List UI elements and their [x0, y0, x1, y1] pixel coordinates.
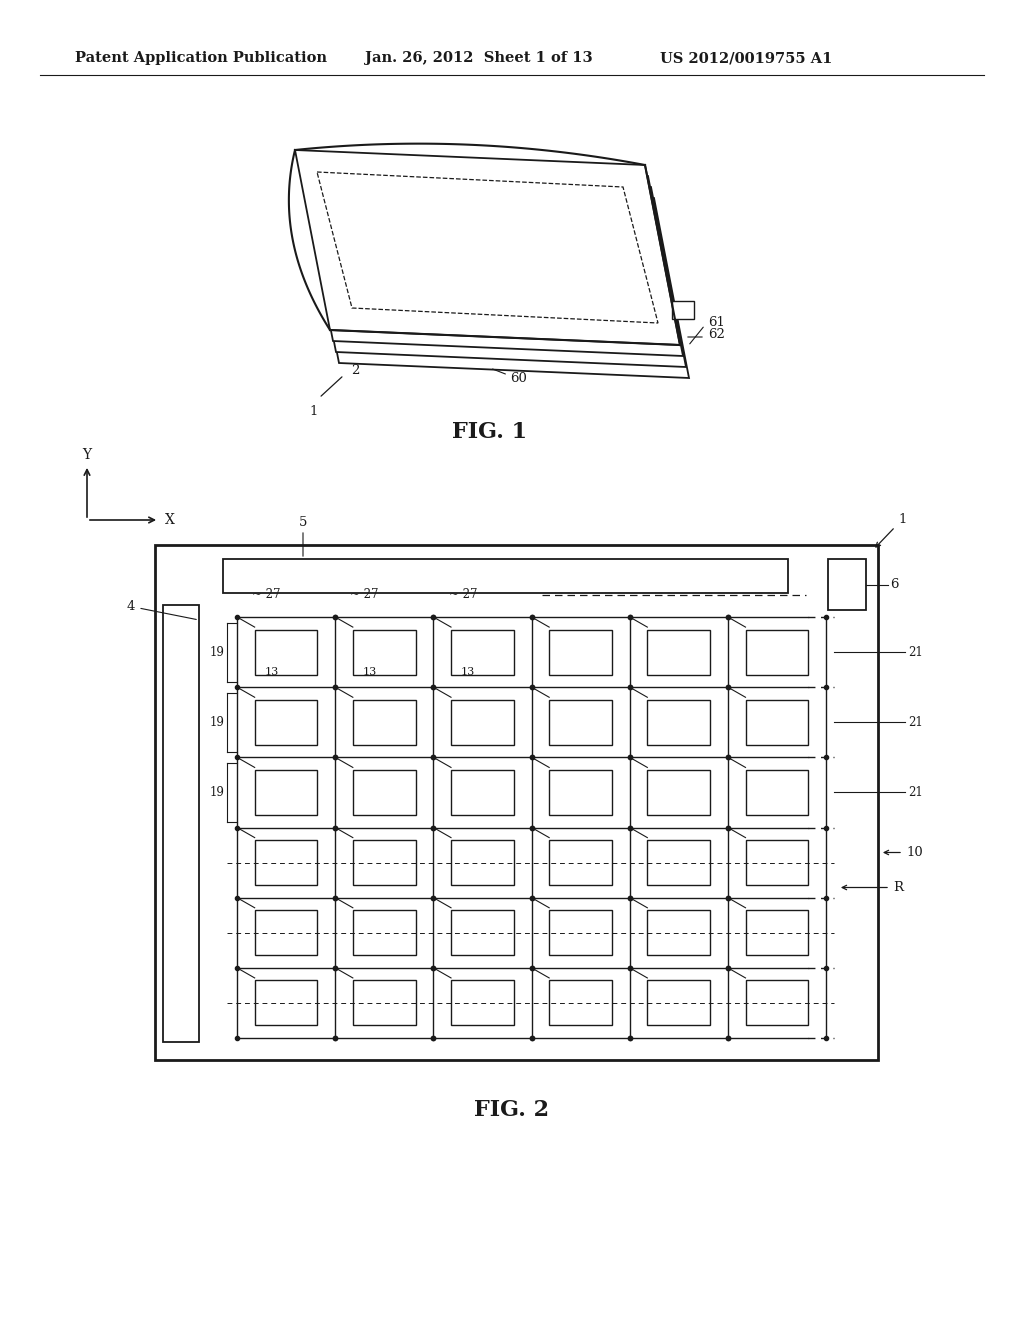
Bar: [451, 981, 514, 1026]
Bar: [163, 605, 199, 1041]
Text: FIG. 1: FIG. 1: [453, 421, 527, 444]
Bar: [745, 840, 808, 884]
Text: 1: 1: [310, 405, 318, 418]
Text: 61: 61: [708, 317, 725, 330]
Bar: [647, 981, 711, 1026]
Bar: [353, 630, 416, 675]
Text: Jan. 26, 2012  Sheet 1 of 13: Jan. 26, 2012 Sheet 1 of 13: [365, 51, 593, 65]
Bar: [255, 911, 317, 956]
Bar: [451, 630, 514, 675]
Text: 21: 21: [908, 645, 923, 659]
Bar: [549, 630, 612, 675]
Bar: [353, 981, 416, 1026]
Text: US 2012/0019755 A1: US 2012/0019755 A1: [660, 51, 833, 65]
Bar: [549, 700, 612, 744]
Polygon shape: [298, 161, 683, 356]
Text: Y: Y: [83, 447, 91, 462]
Bar: [672, 301, 694, 319]
Bar: [549, 840, 612, 884]
Bar: [828, 558, 866, 610]
Bar: [353, 840, 416, 884]
Text: 19: 19: [210, 645, 224, 659]
Bar: [549, 911, 612, 956]
Text: 19: 19: [210, 785, 224, 799]
Bar: [745, 911, 808, 956]
Bar: [745, 630, 808, 675]
Text: 21: 21: [908, 715, 923, 729]
Text: 21: 21: [908, 785, 923, 799]
Bar: [255, 770, 317, 814]
Polygon shape: [295, 150, 680, 345]
Bar: [549, 981, 612, 1026]
Bar: [223, 558, 788, 593]
Bar: [647, 700, 711, 744]
Bar: [451, 700, 514, 744]
Text: 10: 10: [906, 846, 923, 859]
Bar: [647, 840, 711, 884]
Bar: [353, 911, 416, 956]
Text: Patent Application Publication: Patent Application Publication: [75, 51, 327, 65]
Text: 62: 62: [708, 329, 725, 342]
Bar: [451, 840, 514, 884]
Polygon shape: [304, 183, 689, 378]
Text: 13: 13: [461, 667, 475, 677]
Text: ~ 27: ~ 27: [252, 589, 281, 602]
Bar: [255, 981, 317, 1026]
Polygon shape: [301, 172, 686, 367]
Bar: [255, 700, 317, 744]
Bar: [647, 770, 711, 814]
Text: X: X: [165, 513, 175, 527]
Text: 60: 60: [510, 371, 527, 384]
Bar: [451, 911, 514, 956]
Bar: [255, 840, 317, 884]
Text: 13: 13: [362, 667, 377, 677]
Text: 5: 5: [299, 516, 307, 529]
Text: ~ 27: ~ 27: [350, 589, 379, 602]
Bar: [549, 770, 612, 814]
Bar: [647, 630, 711, 675]
Bar: [745, 770, 808, 814]
Text: 1: 1: [876, 513, 906, 546]
Text: ~ 27: ~ 27: [449, 589, 477, 602]
Bar: [353, 700, 416, 744]
Bar: [255, 630, 317, 675]
Text: 19: 19: [210, 715, 224, 729]
Text: 4: 4: [127, 601, 197, 619]
Bar: [451, 770, 514, 814]
Bar: [647, 911, 711, 956]
Text: R: R: [893, 880, 903, 894]
Bar: [745, 700, 808, 744]
Bar: [745, 981, 808, 1026]
Bar: [353, 770, 416, 814]
Text: 2: 2: [351, 363, 359, 376]
Text: 6: 6: [890, 578, 898, 591]
Text: 13: 13: [264, 667, 279, 677]
Text: FIG. 2: FIG. 2: [474, 1100, 550, 1121]
Bar: [155, 545, 878, 1060]
